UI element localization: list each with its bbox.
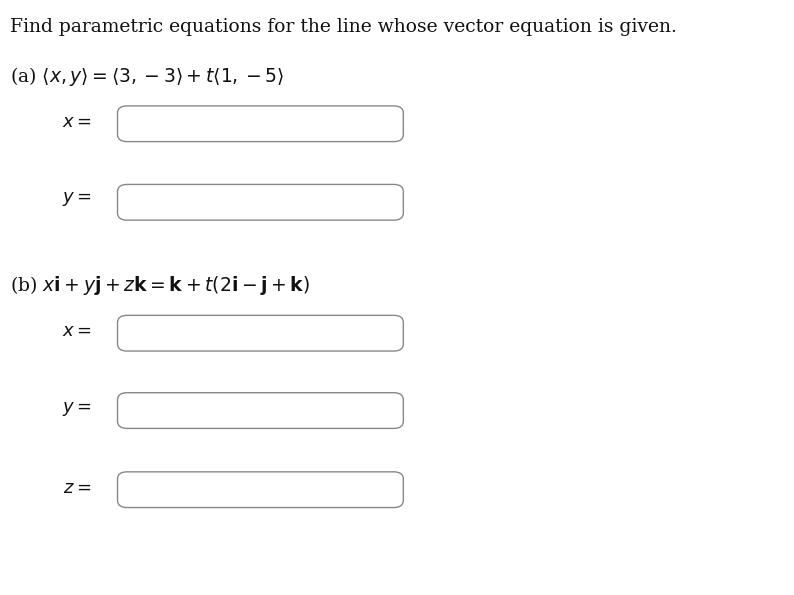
Text: Find parametric equations for the line whose vector equation is given.: Find parametric equations for the line w… bbox=[10, 18, 677, 36]
Text: (a) $\langle x, y\rangle = \langle 3, -3\rangle + t\langle 1, -5\rangle$: (a) $\langle x, y\rangle = \langle 3, -3… bbox=[10, 65, 284, 89]
Text: $x =$: $x =$ bbox=[62, 322, 91, 340]
FancyBboxPatch shape bbox=[118, 184, 403, 220]
Text: $y =$: $y =$ bbox=[62, 400, 91, 418]
FancyBboxPatch shape bbox=[118, 393, 403, 428]
FancyBboxPatch shape bbox=[118, 472, 403, 508]
Text: (b) $x\mathbf{i} + y\mathbf{j} + z\mathbf{k} = \mathbf{k} + t(2\mathbf{i} - \mat: (b) $x\mathbf{i} + y\mathbf{j} + z\mathb… bbox=[10, 274, 310, 297]
Text: $x =$: $x =$ bbox=[62, 113, 91, 131]
Text: $z =$: $z =$ bbox=[64, 479, 91, 497]
FancyBboxPatch shape bbox=[118, 106, 403, 142]
Text: $y =$: $y =$ bbox=[62, 190, 91, 208]
FancyBboxPatch shape bbox=[118, 315, 403, 351]
